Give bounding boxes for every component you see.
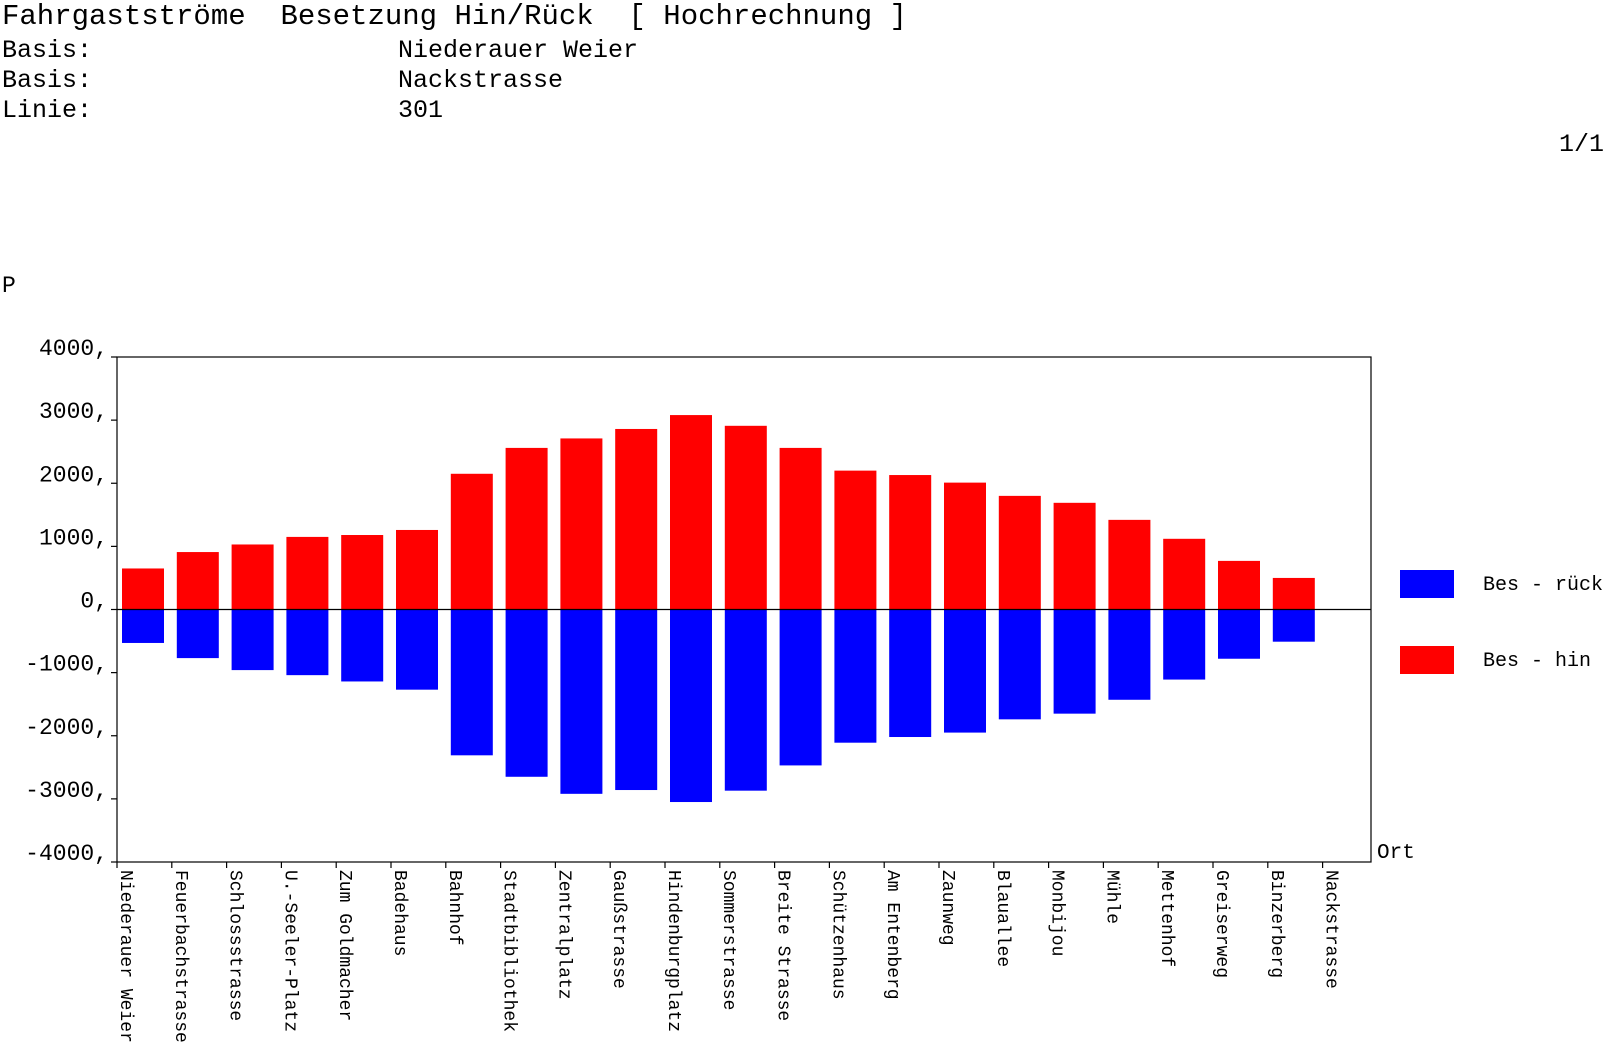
basis-label-1: Basis:	[2, 36, 93, 65]
bar-hin	[231, 544, 274, 610]
bar-hin	[615, 428, 658, 610]
x-tick-label: Hindenburgplatz	[663, 870, 683, 1032]
bar-rueck	[1053, 609, 1096, 714]
linie-value: 301	[398, 96, 444, 125]
bar-rueck	[944, 609, 986, 733]
y-tick-label: -4000,	[25, 841, 108, 867]
bar-rueck	[1163, 609, 1206, 680]
basis-value-2: Nackstrasse	[398, 66, 564, 95]
bar-hin	[834, 470, 877, 610]
legend: Bes - rück Bes - hin	[1400, 570, 1603, 674]
x-tick-label: Am Entenberg	[882, 870, 902, 1000]
y-tick-label: -3000,	[25, 778, 108, 804]
bar-hin	[286, 536, 329, 610]
bar-rueck	[1108, 609, 1151, 700]
x-tick-label: Stadtbibliothek	[499, 870, 519, 1032]
bar-rueck	[176, 609, 219, 659]
basis-value-1: Niederauer Weier	[398, 36, 639, 65]
bar-rueck	[615, 609, 658, 791]
bar-hin	[341, 535, 384, 610]
bar-hin	[889, 475, 932, 610]
bar-hin	[176, 552, 219, 610]
legend-swatch	[1400, 570, 1454, 598]
x-tick-label: Greiserweg	[1211, 870, 1231, 978]
bars	[122, 415, 1315, 803]
x-tick-label: Feuerbachstrasse	[170, 870, 190, 1043]
x-axis: Niederauer Weier Feuerbachstrasse Schlosss…	[115, 862, 1341, 1043]
x-tick-label: Zentralplatz	[553, 870, 573, 1000]
y-tick-label: 1000,	[39, 525, 108, 551]
bar-rueck	[779, 609, 822, 766]
x-tick-label: Mühle	[1101, 870, 1121, 924]
bar-rueck	[724, 609, 767, 791]
x-tick-label: Schützenhaus	[827, 870, 847, 1000]
bar-rueck	[341, 609, 384, 682]
x-tick-label: Zaunweg	[937, 870, 957, 946]
bar-hin	[1108, 519, 1151, 610]
legend-swatch	[1400, 646, 1454, 674]
y-tick-label: 0,	[80, 589, 108, 615]
x-tick-label: Mettenhof	[1156, 870, 1176, 967]
bar-hin	[944, 482, 986, 610]
x-tick-label: U.-Seeler-Platz	[279, 870, 299, 1032]
bar-hin	[779, 447, 822, 610]
bar-hin	[724, 425, 767, 610]
linie-label: Linie:	[2, 96, 93, 125]
bar-hin	[396, 529, 438, 610]
bar-hin	[1163, 538, 1206, 610]
bar-rueck	[889, 609, 932, 738]
bar-rueck	[396, 609, 438, 690]
y-tick-label: 2000,	[39, 462, 108, 488]
bar-rueck	[670, 609, 712, 803]
bar-rueck	[560, 609, 603, 794]
x-axis-label: Ort	[1377, 842, 1415, 865]
report-title: Fahrgastströme Besetzung Hin/Rück [ Hoch…	[2, 0, 907, 33]
y-tick-label: -2000,	[25, 715, 108, 741]
bar-hin	[1272, 577, 1315, 610]
report-header: Fahrgastströme Besetzung Hin/Rück [ Hoch…	[0, 0, 1612, 160]
bar-rueck	[998, 609, 1041, 720]
x-tick-label: Gaußstrasse	[608, 870, 628, 989]
x-tick-label: Monbijou	[1047, 870, 1067, 956]
bar-rueck	[450, 609, 493, 756]
x-tick-label: Binzerberg	[1266, 870, 1286, 978]
page-number: 1/1	[1558, 130, 1604, 159]
x-tick-label: Badehaus	[389, 870, 409, 956]
bar-rueck	[505, 609, 548, 777]
bar-rueck	[1218, 609, 1260, 659]
legend-label: Bes - hin	[1483, 650, 1591, 673]
x-tick-label: Blauallee	[992, 870, 1012, 967]
bar-rueck	[231, 609, 274, 671]
bar-hin	[998, 495, 1041, 610]
x-tick-label: Nackstrasse	[1321, 870, 1341, 989]
bar-hin	[560, 438, 603, 610]
y-tick-label: 4000,	[39, 336, 108, 362]
bar-rueck	[286, 609, 329, 676]
bar-rueck	[1272, 609, 1315, 642]
bar-hin	[122, 568, 164, 610]
x-tick-label: Schlossstrasse	[225, 870, 245, 1021]
bar-hin	[1053, 502, 1096, 610]
x-tick-label: Bahnhof	[444, 870, 464, 946]
y-axis: 4000, 3000, 2000, 1000, 0, -1000, -2000, -3000,…	[25, 336, 117, 867]
legend-label: Bes - rück	[1483, 574, 1603, 597]
y-tick-label: 3000,	[39, 399, 108, 425]
x-tick-label: Zum Goldmacher	[334, 870, 354, 1021]
bar-hin	[505, 447, 548, 610]
bar-rueck	[122, 609, 164, 643]
bar-hin	[670, 415, 712, 610]
bar-hin	[450, 473, 493, 610]
y-tick-label: -1000,	[25, 652, 108, 678]
x-tick-label: Niederauer Weier	[115, 870, 135, 1043]
x-tick-label: Sommerstrasse	[718, 870, 738, 1010]
basis-label-2: Basis:	[2, 66, 93, 95]
bar-hin	[1218, 560, 1260, 610]
y-axis-label: P	[2, 273, 16, 299]
bar-rueck	[834, 609, 877, 743]
x-tick-label: Breite Strasse	[773, 870, 793, 1021]
